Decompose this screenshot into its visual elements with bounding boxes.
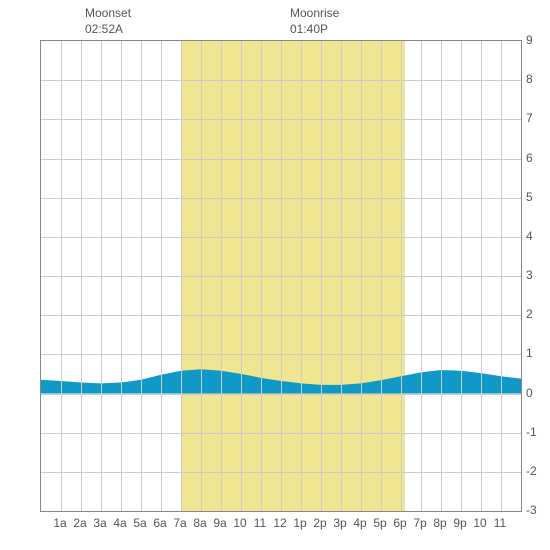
grid-line-v [341, 41, 342, 511]
grid-line-v [141, 41, 142, 511]
x-tick: 7p [413, 516, 426, 530]
grid-line-v [121, 41, 122, 511]
grid-line-v [401, 41, 402, 511]
grid-line-v [501, 41, 502, 511]
y-tick: 7 [526, 111, 533, 125]
grid-line-v [221, 41, 222, 511]
grid-line-v [261, 41, 262, 511]
grid-line-v [201, 41, 202, 511]
x-tick: 6p [393, 516, 406, 530]
grid-line-v [441, 41, 442, 511]
x-tick: 9a [213, 516, 226, 530]
moonrise-label: Moonrise 01:40P [290, 6, 339, 37]
y-tick: 3 [526, 268, 533, 282]
y-tick: 6 [526, 151, 533, 165]
y-tick: 9 [526, 33, 533, 47]
y-tick: 5 [526, 190, 533, 204]
grid-line-v [321, 41, 322, 511]
grid-line-v [361, 41, 362, 511]
x-tick: 1a [53, 516, 66, 530]
x-tick: 12 [273, 516, 286, 530]
grid-line-v [241, 41, 242, 511]
grid-line-v [421, 41, 422, 511]
y-tick: 2 [526, 307, 533, 321]
y-tick: 4 [526, 229, 533, 243]
grid-line-v [461, 41, 462, 511]
y-tick: -3 [526, 503, 537, 517]
x-tick: 8a [193, 516, 206, 530]
x-tick: 9p [453, 516, 466, 530]
y-tick: -1 [526, 425, 537, 439]
x-tick: 7a [173, 516, 186, 530]
moonrise-time: 01:40P [290, 22, 339, 38]
moonset-time: 02:52A [85, 22, 131, 38]
y-tick: 0 [526, 386, 533, 400]
grid-line-v [301, 41, 302, 511]
x-tick: 4a [113, 516, 126, 530]
x-tick: 10 [233, 516, 246, 530]
x-tick: 10 [473, 516, 486, 530]
x-tick: 1p [293, 516, 306, 530]
grid-line-v [281, 41, 282, 511]
y-tick: -2 [526, 464, 537, 478]
x-tick: 5p [373, 516, 386, 530]
moonset-title: Moonset [85, 6, 131, 22]
x-tick: 2a [73, 516, 86, 530]
x-tick: 2p [313, 516, 326, 530]
x-tick: 5a [133, 516, 146, 530]
x-tick: 8p [433, 516, 446, 530]
y-tick: 1 [526, 346, 533, 360]
x-tick: 6a [153, 516, 166, 530]
x-tick: 11 [494, 516, 506, 530]
grid-line-v [61, 41, 62, 511]
grid-line-v [161, 41, 162, 511]
x-tick: 11 [254, 516, 266, 530]
y-tick: 8 [526, 72, 533, 86]
tide-chart: Moonset 02:52A Moonrise 01:40P -3-2-1012… [0, 0, 550, 550]
x-tick: 3p [333, 516, 346, 530]
x-tick: 4p [353, 516, 366, 530]
moonset-label: Moonset 02:52A [85, 6, 131, 37]
grid-line-v [101, 41, 102, 511]
plot-area [40, 40, 522, 512]
x-tick: 3a [93, 516, 106, 530]
grid-line-v [181, 41, 182, 511]
grid-line-v [81, 41, 82, 511]
grid-line-v [481, 41, 482, 511]
grid-line-v [381, 41, 382, 511]
moonrise-title: Moonrise [290, 6, 339, 22]
